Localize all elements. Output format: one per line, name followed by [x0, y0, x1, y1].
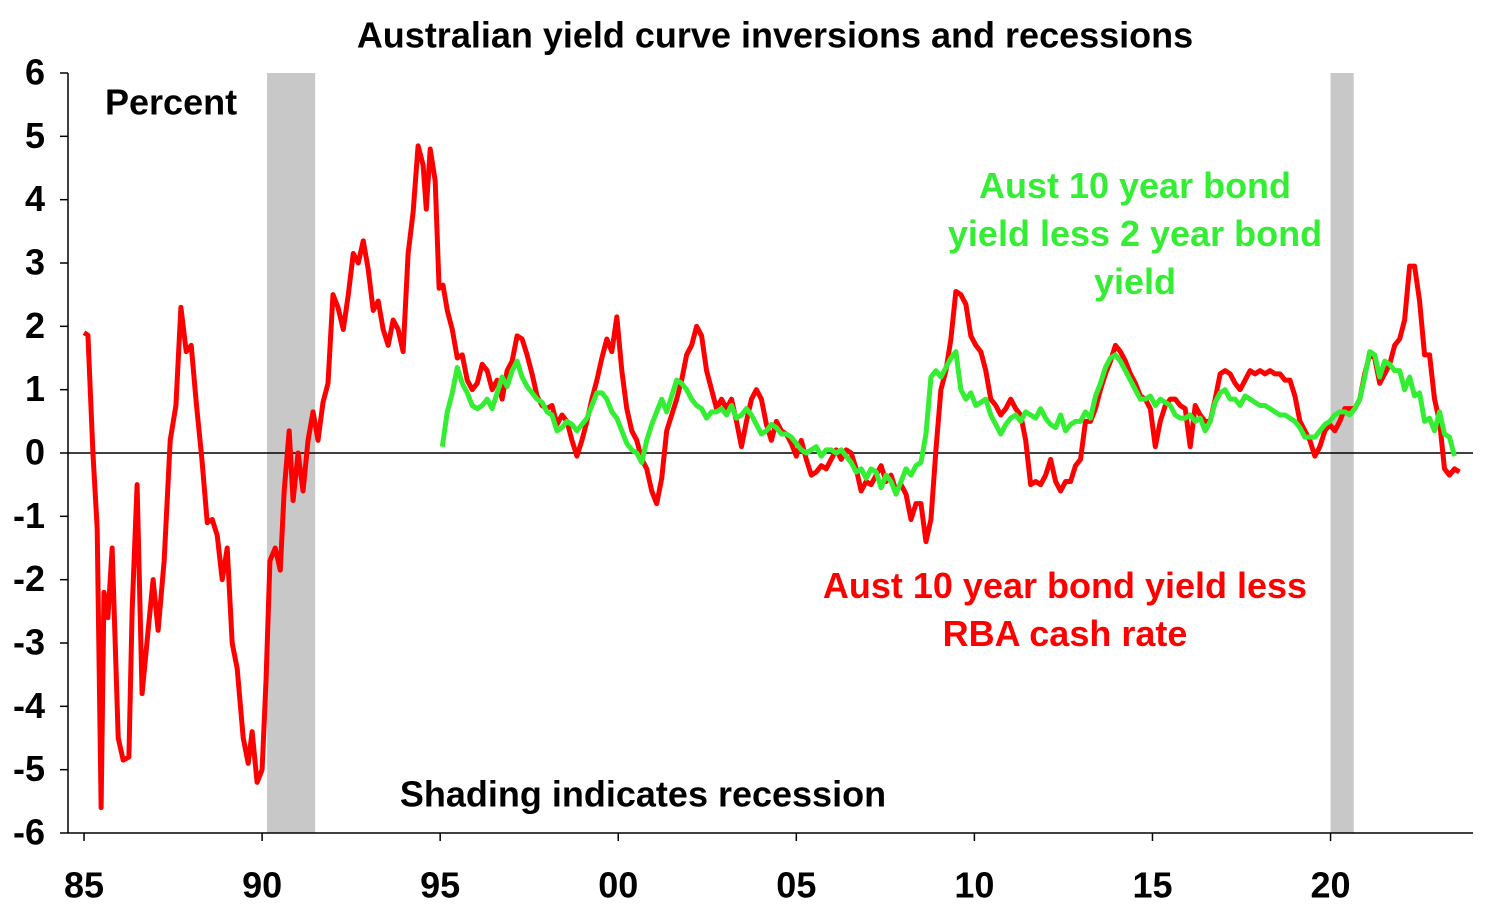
x-tick-label: 10	[954, 865, 994, 906]
y-tick-label: -3	[13, 622, 45, 663]
y-tick-label: 3	[25, 242, 45, 283]
series-label: Aust 10 year bond yield less 2 year bond…	[947, 165, 1323, 302]
x-tick-label: 85	[64, 865, 104, 906]
y-tick-label: 2	[25, 305, 45, 346]
x-tick-label: 95	[420, 865, 460, 906]
y-tick-label: -2	[13, 558, 45, 599]
y-tick-label: 0	[25, 432, 45, 473]
series-label: Aust 10 year bond yield less RBA cash ra…	[822, 565, 1308, 654]
y-tick-label: 1	[25, 368, 45, 409]
x-tick-label: 20	[1311, 865, 1351, 906]
y-axis-label: Percent	[105, 82, 237, 123]
x-tick-label: 05	[776, 865, 816, 906]
annotation: Shading indicates recession	[400, 774, 886, 815]
y-tick-label: -4	[13, 685, 45, 726]
y-tick-label: -6	[13, 812, 45, 853]
y-tick-label: 5	[25, 115, 45, 156]
y-tick-label: 4	[25, 178, 45, 219]
series-line	[82, 143, 1461, 811]
x-tick-label: 90	[242, 865, 282, 906]
x-tick-label: 15	[1132, 865, 1172, 906]
series-line	[439, 349, 1457, 497]
y-tick-label: -1	[13, 495, 45, 536]
chart-title: Australian yield curve inversions and re…	[357, 15, 1193, 56]
y-tick-label: -5	[13, 748, 45, 789]
x-tick-label: 00	[598, 865, 638, 906]
y-tick-label: 6	[25, 52, 45, 93]
